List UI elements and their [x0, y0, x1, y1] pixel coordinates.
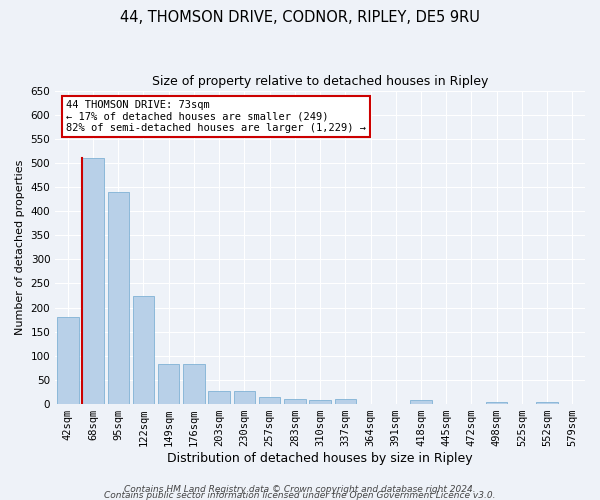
Y-axis label: Number of detached properties: Number of detached properties: [15, 160, 25, 335]
Text: Contains public sector information licensed under the Open Government Licence v3: Contains public sector information licen…: [104, 490, 496, 500]
Text: 44, THOMSON DRIVE, CODNOR, RIPLEY, DE5 9RU: 44, THOMSON DRIVE, CODNOR, RIPLEY, DE5 9…: [120, 10, 480, 25]
Bar: [410, 400, 432, 404]
Bar: [486, 402, 508, 404]
Bar: [107, 192, 129, 404]
Bar: [310, 400, 331, 404]
Bar: [158, 364, 179, 404]
Bar: [335, 400, 356, 404]
Bar: [233, 390, 255, 404]
Bar: [208, 390, 230, 404]
Title: Size of property relative to detached houses in Ripley: Size of property relative to detached ho…: [152, 75, 488, 88]
Bar: [536, 402, 558, 404]
Bar: [183, 364, 205, 404]
Bar: [133, 296, 154, 404]
Bar: [284, 400, 305, 404]
Bar: [57, 318, 79, 404]
Bar: [259, 397, 280, 404]
Text: 44 THOMSON DRIVE: 73sqm
← 17% of detached houses are smaller (249)
82% of semi-d: 44 THOMSON DRIVE: 73sqm ← 17% of detache…: [66, 100, 366, 133]
X-axis label: Distribution of detached houses by size in Ripley: Distribution of detached houses by size …: [167, 452, 473, 465]
Text: Contains HM Land Registry data © Crown copyright and database right 2024.: Contains HM Land Registry data © Crown c…: [124, 484, 476, 494]
Bar: [82, 158, 104, 404]
